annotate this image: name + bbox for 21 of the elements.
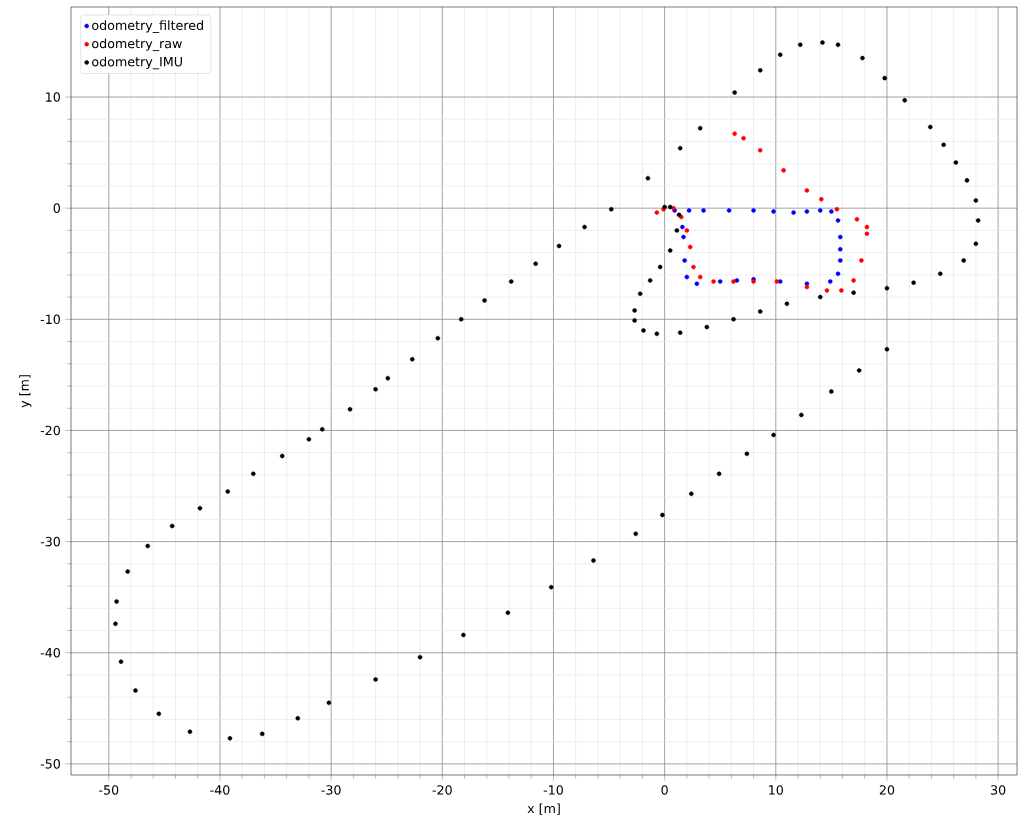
x-tick-label: -40 — [210, 785, 230, 795]
y-tick-label: -10 — [40, 314, 60, 325]
legend-label: odometry_filtered — [92, 20, 203, 33]
y-tick-label: -30 — [40, 536, 60, 547]
x-tick-label: 30 — [991, 785, 1006, 795]
y-tick-label: -40 — [40, 647, 60, 658]
x-tick-label: 10 — [769, 785, 783, 795]
x-axis-title: x [m] — [527, 803, 560, 815]
x-tick-label: -30 — [321, 785, 341, 795]
y-tick-label: 10 — [46, 92, 60, 102]
x-tick-label: -50 — [99, 785, 119, 795]
y-tick-label: -20 — [40, 425, 60, 436]
x-tick-label: 0 — [661, 785, 668, 795]
legend-label: odometry_raw — [92, 38, 182, 52]
x-tick-label: -20 — [432, 785, 452, 795]
x-tick-label: -10 — [543, 785, 563, 795]
y-axis-title: y [m] — [19, 375, 32, 408]
legend-label: odometry_IMU — [92, 56, 182, 70]
y-tick-label: -50 — [40, 759, 60, 769]
x-tick-label: 20 — [879, 785, 895, 795]
y-tick-label: 0 — [53, 203, 60, 213]
